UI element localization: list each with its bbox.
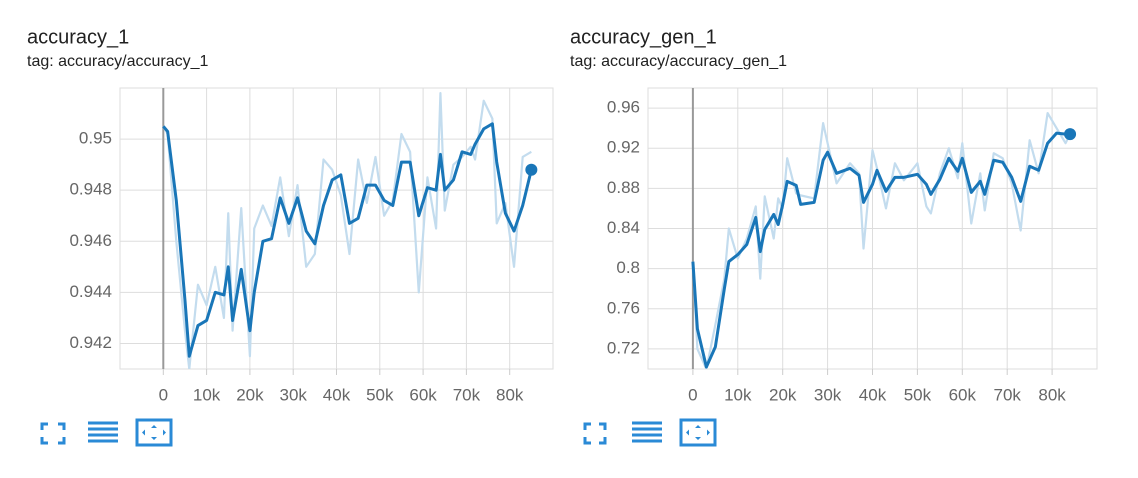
chart: accuracy_gen_1 tag: accuracy/accuracy_gen…	[570, 26, 1098, 404]
fit-domain-button[interactable]	[135, 418, 173, 447]
y-tick-label: 0.8	[616, 258, 640, 277]
x-tick-label: 20k	[769, 385, 797, 404]
x-tick-label: 40k	[859, 385, 887, 404]
chart-title: accuracy_gen_1	[570, 26, 717, 48]
x-tick-label: 80k	[496, 385, 524, 404]
series-line	[691, 111, 1072, 369]
x-tick-label: 60k	[409, 385, 437, 404]
chart-title: accuracy_1	[27, 26, 129, 48]
last-point	[1064, 128, 1077, 141]
fullscreen-button[interactable]	[583, 422, 607, 445]
chart-subtitle: tag: accuracy/accuracy_gen_1	[570, 53, 787, 70]
x-tick-label: 60k	[949, 385, 977, 404]
chart-buttons	[40, 418, 717, 447]
last-point	[525, 163, 538, 176]
x-tick-label: 30k	[279, 385, 307, 404]
x-tick-label: 50k	[366, 385, 394, 404]
y-tick-label: 0.946	[69, 231, 112, 250]
y-tick-label: 0.76	[607, 298, 640, 317]
y-tick-label: 0.72	[607, 338, 640, 357]
chart-subtitle: tag: accuracy/accuracy_1	[27, 53, 209, 70]
plot-area	[162, 92, 533, 369]
series-line	[691, 131, 1071, 369]
x-tick-label: 0	[688, 385, 697, 404]
x-tick-label: 70k	[453, 385, 481, 404]
y-tick-label: 0.944	[69, 282, 112, 301]
y-tick-label: 0.84	[607, 218, 640, 237]
x-tick-label: 0	[159, 385, 168, 404]
series-line	[162, 92, 532, 369]
plot-area	[691, 111, 1072, 369]
x-tick-label: 20k	[236, 385, 264, 404]
y-tick-label: 0.95	[79, 129, 112, 148]
y-tick-label: 0.88	[607, 178, 640, 197]
toggle-log-button[interactable]	[88, 421, 118, 443]
y-tick-label: 0.96	[607, 98, 640, 117]
fit-domain-button[interactable]	[679, 418, 717, 447]
x-tick-label: 70k	[993, 385, 1021, 404]
x-tick-label: 50k	[904, 385, 932, 404]
series-line	[162, 122, 533, 358]
toggle-log-button[interactable]	[632, 421, 662, 443]
x-tick-label: 80k	[1038, 385, 1066, 404]
y-tick-label: 0.92	[607, 138, 640, 157]
chart: accuracy_1 tag: accuracy/accuracy_1 0.942 0…	[27, 26, 554, 404]
y-tick-label: 0.948	[69, 180, 112, 199]
x-tick-label: 10k	[724, 385, 752, 404]
y-tick-label: 0.942	[69, 333, 112, 352]
x-tick-label: 30k	[814, 385, 842, 404]
x-tick-label: 10k	[193, 385, 221, 404]
fullscreen-button[interactable]	[40, 422, 66, 445]
x-tick-label: 40k	[323, 385, 351, 404]
